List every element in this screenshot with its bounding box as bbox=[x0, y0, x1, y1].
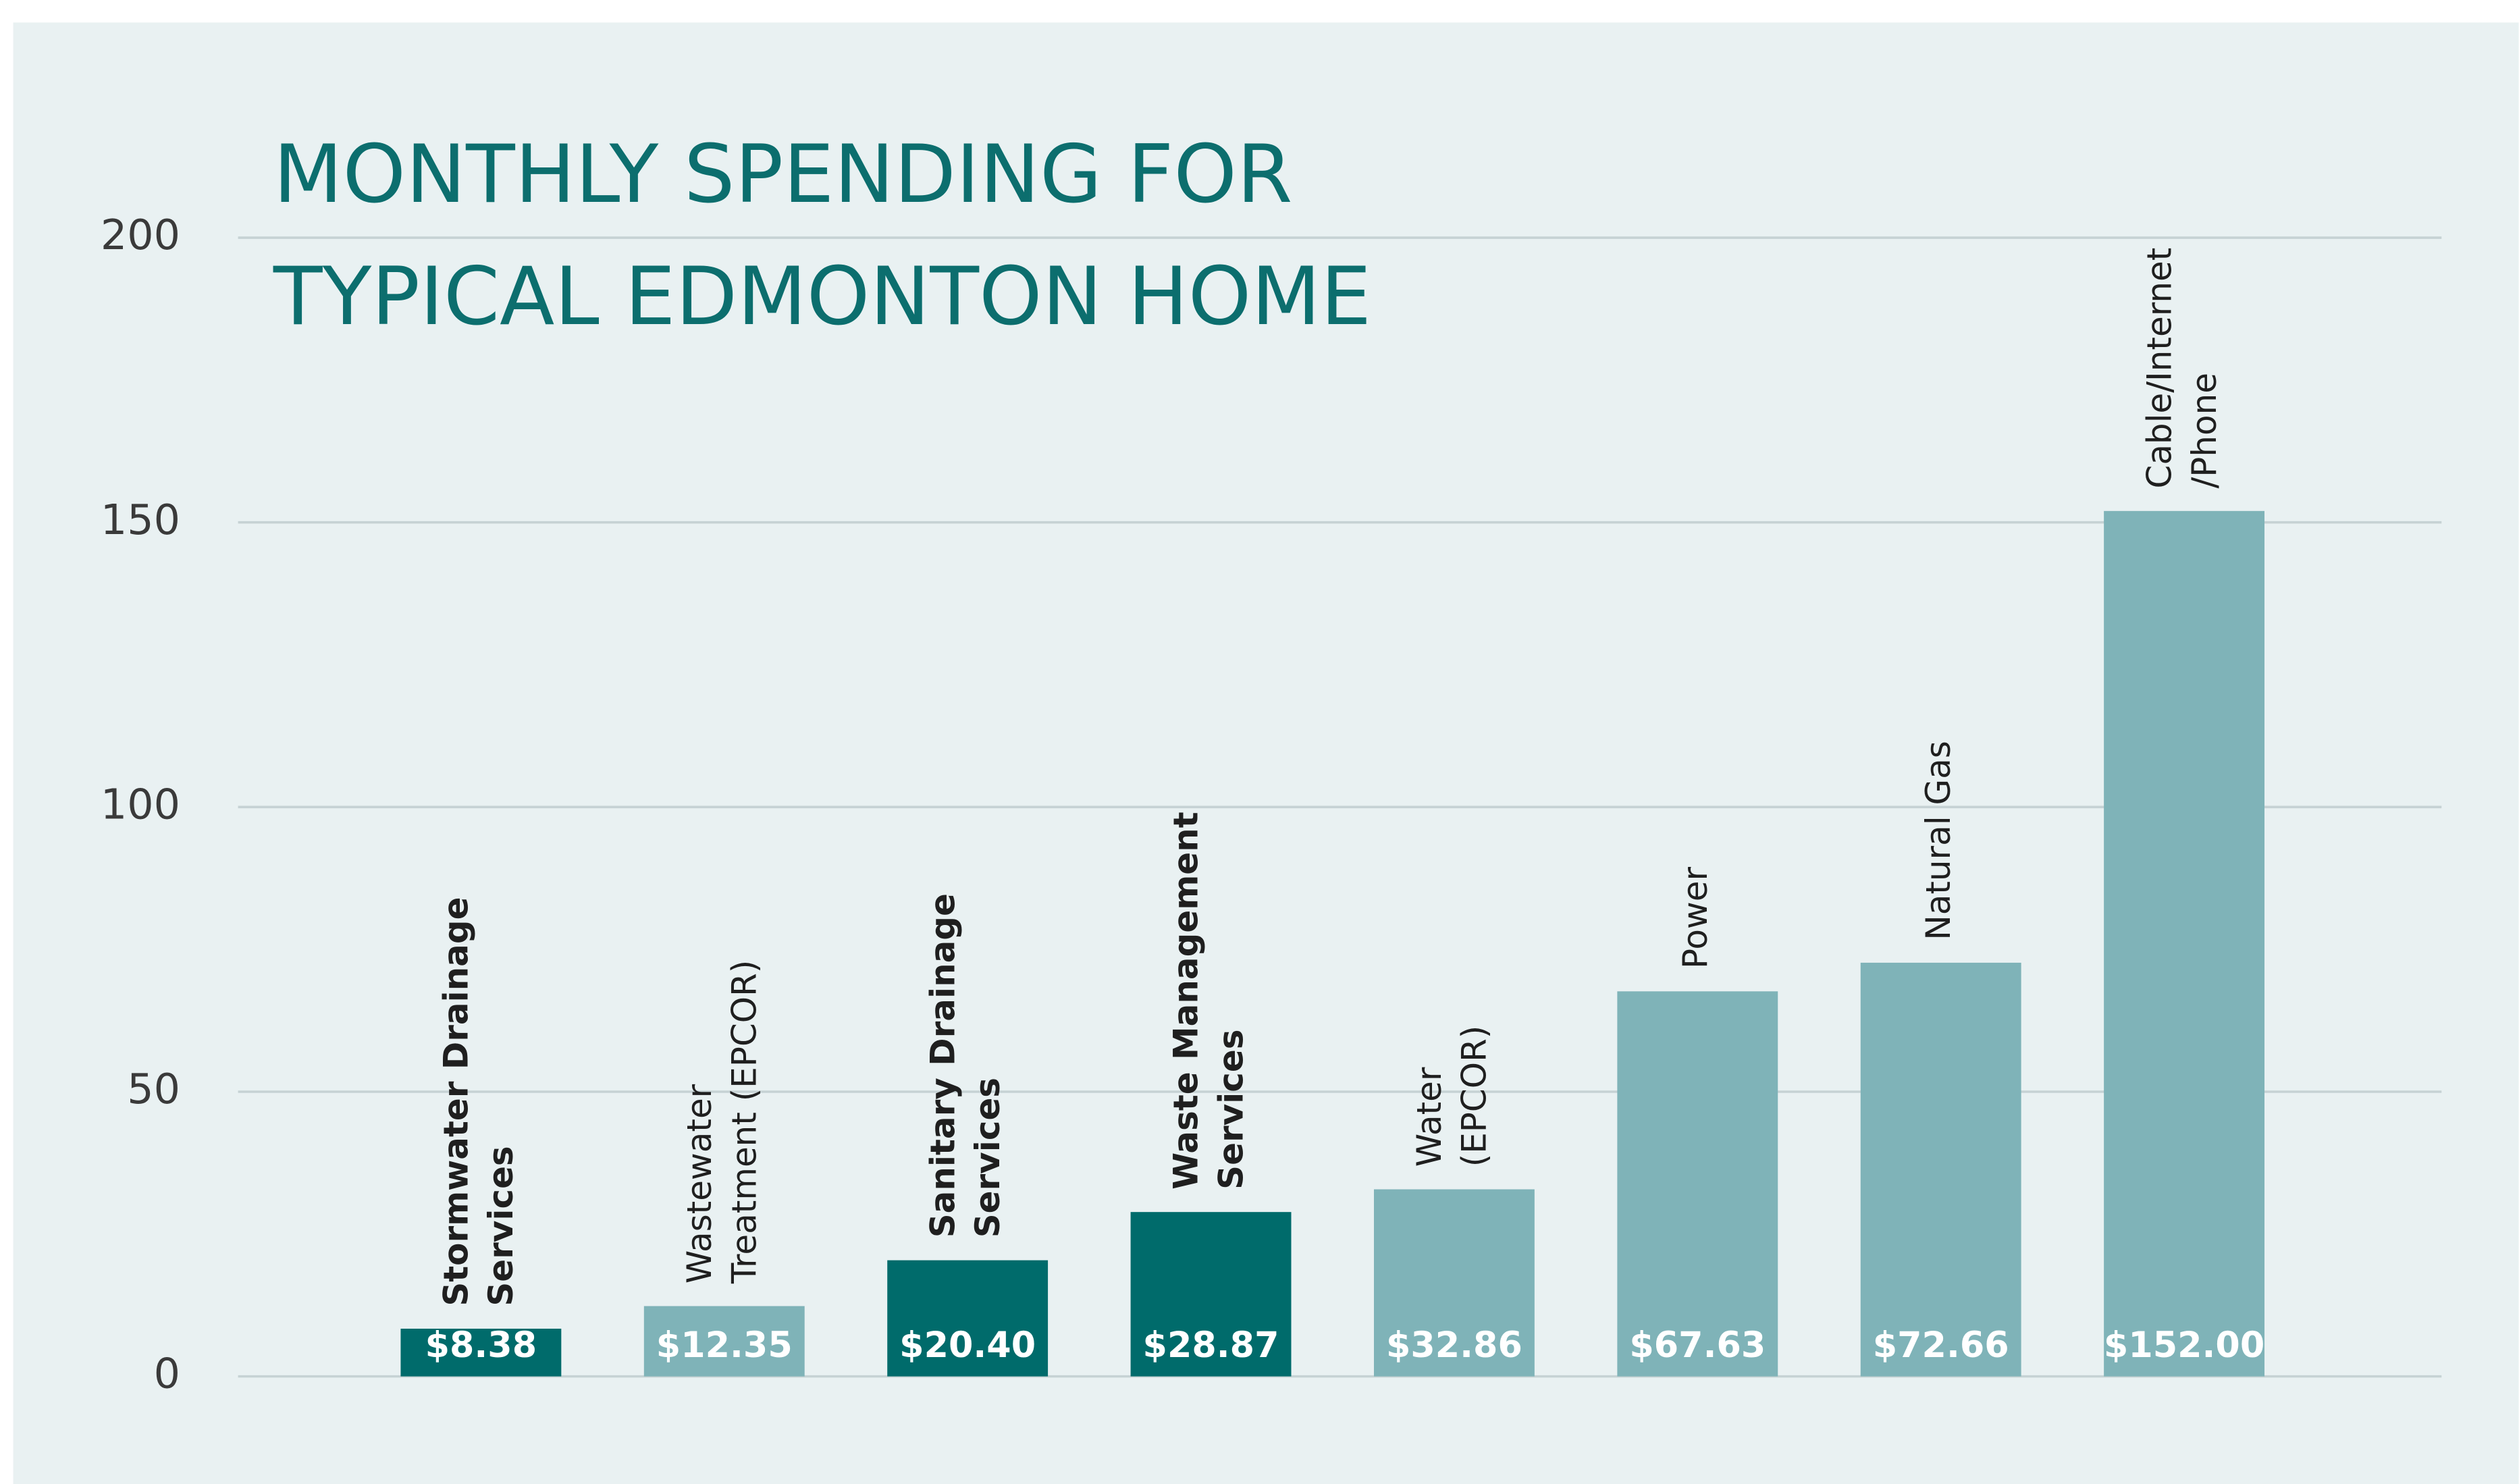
bar bbox=[643, 1306, 805, 1377]
value-label: $28.87 bbox=[1143, 1325, 1279, 1366]
x-tick-label: Treatment (EPCOR) bbox=[725, 960, 764, 1284]
y-tick-label: 200 bbox=[101, 211, 180, 259]
bar bbox=[2104, 510, 2265, 1377]
x-tick-label: (EPCOR) bbox=[1455, 1026, 1494, 1167]
bar bbox=[1373, 1189, 1535, 1377]
x-tick-label: Cable/Internet bbox=[2140, 248, 2179, 489]
bar bbox=[1860, 962, 2021, 1377]
bar bbox=[1130, 1212, 1292, 1377]
chart-title: MONTHLY SPENDING FOR bbox=[273, 128, 1293, 221]
x-tick-label: Stormwater Drainage bbox=[437, 897, 476, 1306]
x-tick-label: Water bbox=[1410, 1067, 1449, 1167]
bar bbox=[887, 1260, 1049, 1377]
bar bbox=[400, 1328, 562, 1377]
x-tick-label: /Phone bbox=[2185, 373, 2224, 489]
value-label: $20.40 bbox=[899, 1325, 1036, 1366]
value-label: $12.35 bbox=[656, 1325, 793, 1366]
value-label: $152.00 bbox=[2104, 1325, 2264, 1366]
x-tick-label: Wastewater bbox=[680, 1084, 719, 1283]
x-tick-label: Services bbox=[481, 1146, 521, 1306]
x-tick-label: Natural Gas bbox=[1919, 741, 1958, 940]
chart-title: TYPICAL EDMONTON HOME bbox=[273, 250, 1371, 344]
x-tick-label: Services bbox=[1211, 1030, 1250, 1190]
x-tick-label: Waste Management bbox=[1167, 812, 1206, 1189]
value-label: $72.66 bbox=[1873, 1325, 2009, 1366]
bar bbox=[1617, 991, 1778, 1377]
y-tick-label: 50 bbox=[127, 1065, 180, 1113]
y-tick-label: 150 bbox=[101, 496, 180, 544]
y-tick-label: 0 bbox=[154, 1350, 180, 1398]
x-tick-label: Services bbox=[968, 1078, 1007, 1238]
value-label: $32.86 bbox=[1386, 1325, 1522, 1366]
x-tick-label: Sanitary Drainage bbox=[923, 893, 962, 1238]
y-tick-label: 100 bbox=[101, 780, 180, 828]
value-label: $8.38 bbox=[425, 1325, 537, 1366]
x-tick-label: Power bbox=[1676, 867, 1715, 969]
value-label: $67.63 bbox=[1629, 1325, 1766, 1366]
